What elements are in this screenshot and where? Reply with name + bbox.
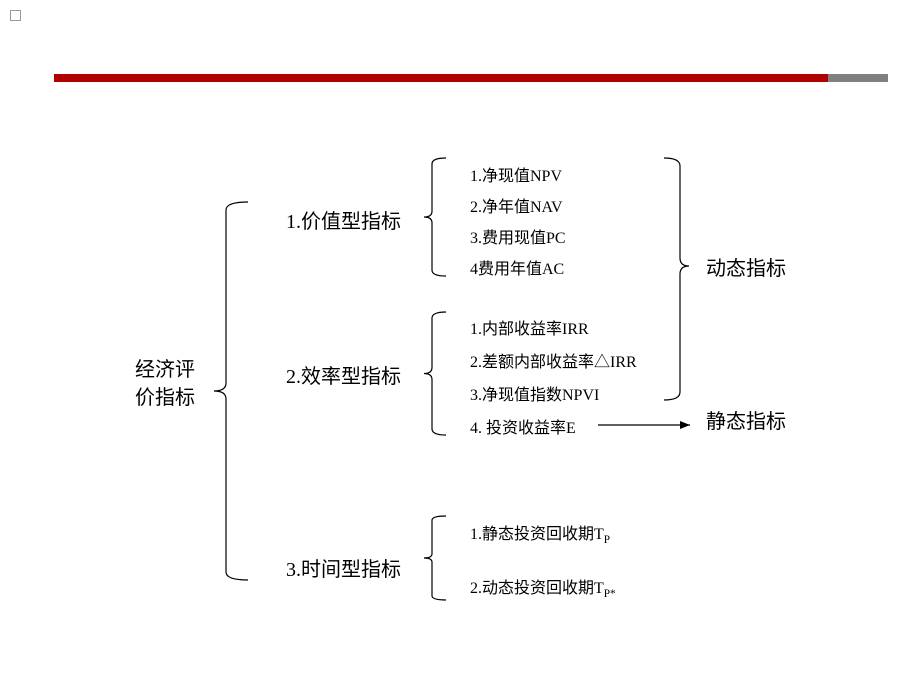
item-3-2: 2.动态投资回收期TP*	[470, 578, 616, 603]
header-bar-red	[54, 74, 828, 82]
root-label: 经济评价指标	[135, 356, 195, 412]
dynamic-label: 动态指标	[706, 255, 786, 283]
static-arrow-head	[680, 421, 690, 429]
item-2-2: 2.差额内部收益率△IRR	[470, 352, 637, 374]
item-3-1: 1.静态投资回收期TP	[470, 524, 610, 549]
corner-marker	[10, 10, 21, 21]
category-label-2: 2.效率型指标	[286, 363, 401, 391]
diagram-braces	[0, 0, 920, 690]
category-brace-1	[424, 158, 446, 276]
item-2-3: 3.净现值指数NPVI	[470, 385, 599, 407]
item-1-3: 3.费用现值PC	[470, 228, 566, 250]
item-2-4: 4. 投资收益率E	[470, 418, 576, 440]
category-label-1: 1.价值型指标	[286, 208, 401, 236]
category-label-3: 3.时间型指标	[286, 556, 401, 584]
item-1-1: 1.净现值NPV	[470, 166, 562, 188]
item-2-1: 1.内部收益率IRR	[470, 319, 589, 341]
category-brace-2	[424, 312, 446, 435]
root-brace	[214, 202, 248, 580]
item-1-2: 2.净年值NAV	[470, 197, 563, 219]
static-label: 静态指标	[706, 408, 786, 436]
category-brace-3	[424, 516, 446, 600]
item-1-4: 4费用年值AC	[470, 259, 564, 281]
dynamic-brace	[664, 158, 689, 400]
